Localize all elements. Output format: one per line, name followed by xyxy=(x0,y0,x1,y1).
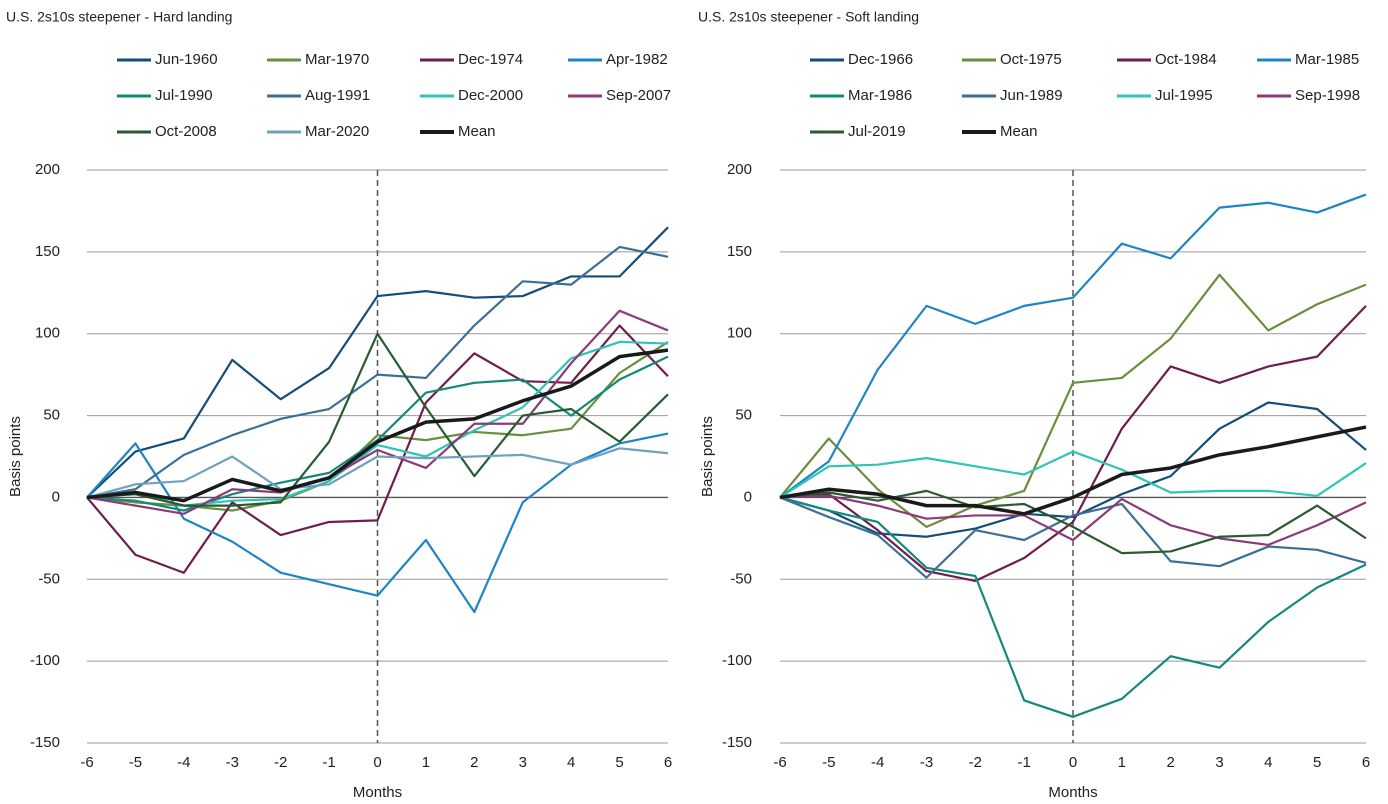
legend-label: Jul-1995 xyxy=(1155,87,1213,104)
x-tick-label: 4 xyxy=(567,754,575,771)
series-line xyxy=(86,226,669,499)
x-tick-label: -1 xyxy=(322,754,335,771)
legend-label: Jul-2019 xyxy=(848,123,906,140)
x-tick-label: -6 xyxy=(80,754,93,771)
legend-label: Sep-1998 xyxy=(1295,87,1360,104)
x-tick-label: 5 xyxy=(615,754,623,771)
y-tick-label: 150 xyxy=(727,243,752,260)
legend-label: Apr-1982 xyxy=(606,51,668,68)
series-line xyxy=(779,401,1367,538)
y-tick-label: -50 xyxy=(38,570,60,587)
x-tick-label: 2 xyxy=(1166,754,1174,771)
chart-title: U.S. 2s10s steepener - Hard landing xyxy=(6,9,232,25)
y-tick-label: 100 xyxy=(35,325,60,342)
series-line xyxy=(779,496,1367,579)
y-tick-label: 0 xyxy=(52,488,60,505)
y-axis-label: Basis points xyxy=(699,416,716,497)
series-line xyxy=(779,494,1367,547)
legend-label: Dec-1966 xyxy=(848,51,913,68)
series-line xyxy=(779,450,1367,499)
y-tick-label: 150 xyxy=(35,243,60,260)
legend-label: Oct-2008 xyxy=(155,123,217,140)
x-tick-label: -6 xyxy=(773,754,786,771)
x-tick-label: 3 xyxy=(1215,754,1223,771)
series-line xyxy=(779,496,1367,718)
legend-label: Oct-1975 xyxy=(1000,51,1062,68)
legend-label: Mean xyxy=(1000,123,1038,140)
y-tick-label: 200 xyxy=(727,161,752,178)
y-tick-label: -50 xyxy=(730,570,752,587)
y-tick-label: -150 xyxy=(30,734,60,751)
x-tick-label: 1 xyxy=(1118,754,1126,771)
series-line xyxy=(779,193,1367,499)
legend-label: Mar-2020 xyxy=(305,123,369,140)
x-tick-label: 2 xyxy=(470,754,478,771)
x-tick-label: -3 xyxy=(226,754,239,771)
x-tick-label: -4 xyxy=(177,754,190,771)
legend-label: Mar-1986 xyxy=(848,87,912,104)
series-line xyxy=(86,324,669,574)
legend-label: Jun-1960 xyxy=(155,51,218,68)
x-tick-label: -1 xyxy=(1017,754,1030,771)
y-tick-label: -150 xyxy=(722,734,752,751)
x-tick-label: -5 xyxy=(129,754,142,771)
y-tick-label: 50 xyxy=(735,407,752,424)
x-tick-label: 3 xyxy=(519,754,527,771)
x-axis-label: Months xyxy=(1048,784,1097,801)
chart-title: U.S. 2s10s steepener - Soft landing xyxy=(698,9,919,25)
y-tick-label: 200 xyxy=(35,161,60,178)
legend-label: Dec-1974 xyxy=(458,51,523,68)
legend-label: Dec-2000 xyxy=(458,87,523,104)
x-tick-label: -5 xyxy=(822,754,835,771)
x-tick-label: 1 xyxy=(422,754,430,771)
x-axis-label: Months xyxy=(353,784,402,801)
x-tick-label: 6 xyxy=(1362,754,1370,771)
y-tick-label: 50 xyxy=(43,407,60,424)
legend-label: Aug-1991 xyxy=(305,87,370,104)
series-line xyxy=(779,489,1367,555)
x-tick-label: 0 xyxy=(373,754,381,771)
legend-label: Oct-1984 xyxy=(1155,51,1217,68)
x-tick-label: 4 xyxy=(1264,754,1272,771)
series-line xyxy=(86,332,669,507)
y-tick-label: -100 xyxy=(722,652,752,669)
x-tick-label: -2 xyxy=(274,754,287,771)
series-line xyxy=(779,305,1367,583)
legend-label: Sep-2007 xyxy=(606,87,671,104)
x-tick-label: 5 xyxy=(1313,754,1321,771)
legend-label: Mar-1970 xyxy=(305,51,369,68)
x-tick-label: -4 xyxy=(871,754,884,771)
legend-label: Mar-1985 xyxy=(1295,51,1359,68)
legend-label: Jun-1989 xyxy=(1000,87,1063,104)
legend-label: Mean xyxy=(458,123,496,140)
y-tick-label: -100 xyxy=(30,652,60,669)
series-line xyxy=(86,447,669,499)
series-line xyxy=(86,245,669,499)
y-tick-label: 0 xyxy=(744,488,752,505)
y-axis-label: Basis points xyxy=(7,416,24,497)
x-tick-label: -2 xyxy=(969,754,982,771)
x-tick-label: 6 xyxy=(664,754,672,771)
x-tick-label: 0 xyxy=(1069,754,1077,771)
series-line xyxy=(86,309,669,515)
series-line xyxy=(86,348,669,503)
series-line xyxy=(779,273,1367,528)
y-tick-label: 100 xyxy=(727,325,752,342)
x-tick-label: -3 xyxy=(920,754,933,771)
legend-label: Jul-1990 xyxy=(155,87,213,104)
series-line xyxy=(779,425,1367,516)
